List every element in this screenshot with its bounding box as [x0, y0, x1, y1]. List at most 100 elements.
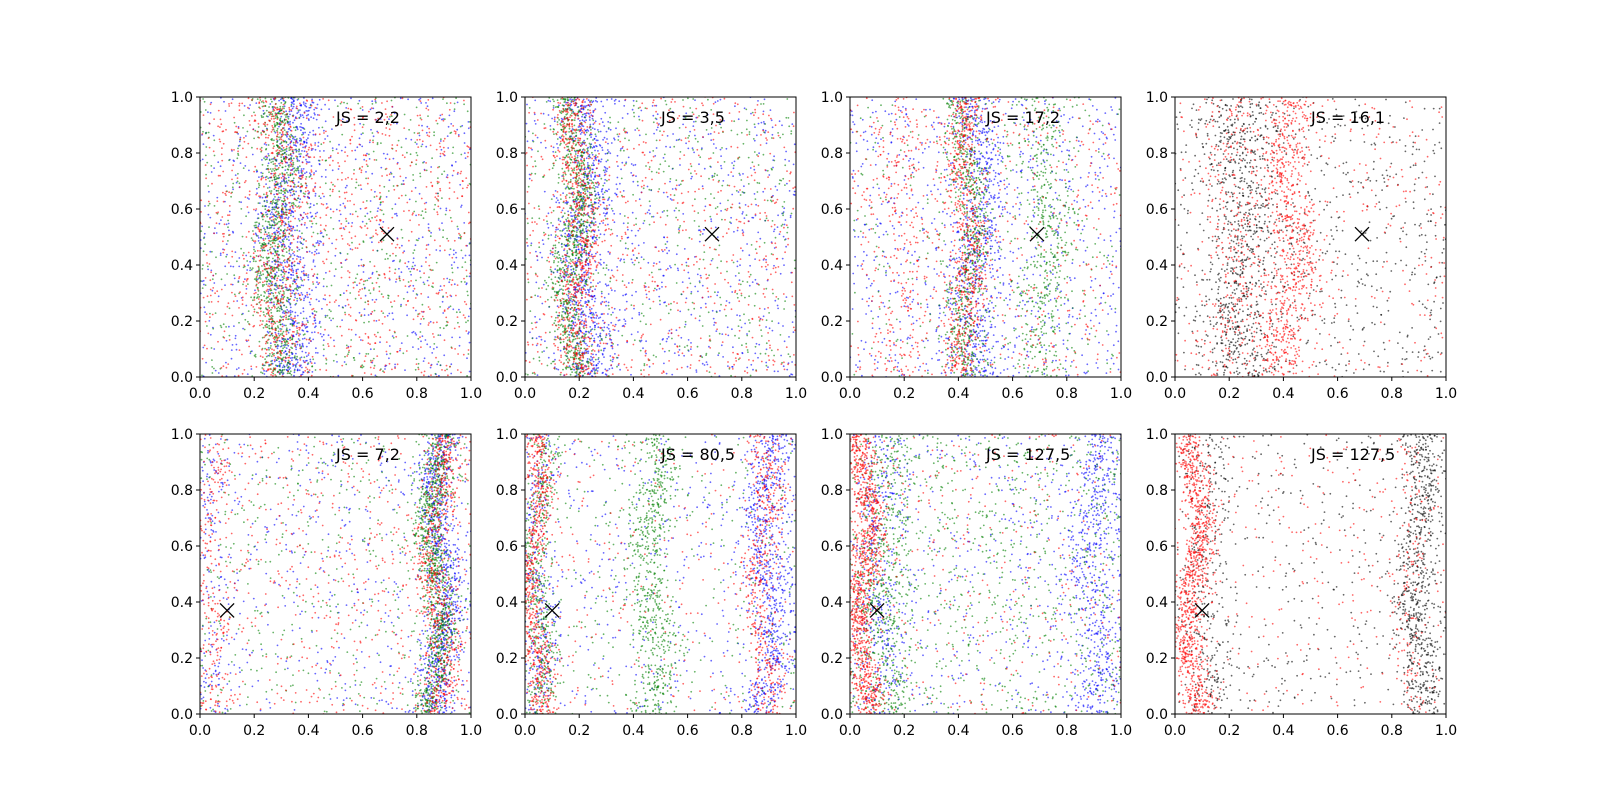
scatter-point: [358, 243, 361, 246]
scatter-point: [274, 273, 276, 275]
scatter-point: [271, 348, 273, 351]
scatter-point: [445, 364, 448, 367]
scatter-point: [693, 151, 695, 154]
scatter-point: [224, 265, 227, 268]
scatter-point: [376, 249, 379, 252]
scatter-point: [375, 219, 378, 222]
scatter-point: [424, 339, 427, 341]
scatter-point: [460, 153, 463, 156]
scatter-point: [366, 152, 368, 155]
scatter-point: [331, 128, 333, 131]
scatter-point: [429, 366, 432, 369]
scatter-point: [361, 366, 364, 369]
scatter-point: [300, 153, 302, 155]
scatter-point: [375, 298, 378, 301]
scatter-point: [624, 323, 627, 325]
scatter-point: [372, 249, 374, 252]
scatter-point: [544, 340, 546, 343]
scatter-point: [308, 352, 310, 354]
scatter-point: [214, 292, 217, 295]
scatter-point: [388, 266, 391, 269]
scatter-point: [295, 357, 298, 360]
scatter-point: [457, 134, 460, 136]
scatter-point: [240, 201, 243, 204]
scatter-point: [303, 297, 306, 300]
scatter-point: [265, 302, 267, 304]
scatter-point: [298, 248, 301, 251]
scatter-point: [392, 318, 395, 321]
scatter-point: [222, 130, 225, 133]
scatter-point: [270, 138, 272, 141]
scatter-point: [273, 336, 276, 339]
scatter-point: [223, 336, 226, 339]
scatter-point: [282, 310, 285, 312]
scatter-point: [230, 283, 233, 286]
scatter-point: [308, 192, 310, 195]
scatter-point: [793, 190, 796, 193]
scatter-point: [290, 214, 292, 217]
scatter-point: [249, 260, 252, 263]
scatter-point: [601, 189, 603, 191]
scatter-point: [278, 152, 280, 155]
scatter-point: [297, 109, 300, 112]
scatter-point: [282, 347, 284, 350]
scatter-point: [291, 159, 294, 162]
scatter-point: [272, 374, 274, 377]
scatter-point: [285, 113, 288, 116]
scatter-point: [665, 340, 668, 343]
scatter-point: [280, 150, 282, 153]
scatter-point: [260, 231, 262, 234]
scatter-point: [302, 272, 305, 275]
scatter-point: [276, 371, 279, 374]
scatter-point: [304, 351, 307, 354]
scatter-point: [345, 363, 348, 366]
scatter-point: [274, 113, 277, 116]
scatter-point: [245, 292, 248, 295]
scatter-point: [412, 284, 415, 287]
scatter-point: [272, 174, 275, 177]
scatter-point: [301, 114, 304, 117]
scatter-point: [603, 233, 606, 236]
scatter-point: [465, 321, 467, 324]
scatter-point: [357, 184, 360, 187]
scatter-point: [440, 138, 442, 141]
scatter-point: [233, 274, 236, 277]
scatter-point: [310, 220, 313, 223]
scatter-point: [289, 172, 292, 175]
scatter-point: [765, 326, 767, 328]
scatter-point: [357, 264, 360, 267]
scatter-point: [267, 209, 270, 212]
scatter-point: [407, 98, 409, 101]
scatter-point: [428, 135, 431, 138]
scatter-point: [250, 268, 253, 271]
scatter-point: [310, 170, 313, 173]
scatter-point: [264, 243, 267, 245]
scatter-point: [245, 279, 248, 282]
scatter-point: [268, 186, 271, 189]
scatter-point: [392, 176, 395, 178]
scatter-point: [466, 290, 469, 293]
scatter-point: [323, 195, 325, 198]
scatter-point: [467, 151, 470, 154]
scatter-point: [238, 201, 241, 203]
scatter-point: [365, 234, 368, 236]
scatter-point: [247, 320, 249, 323]
scatter-point: [261, 172, 264, 175]
scatter-point: [451, 336, 453, 339]
scatter-point: [254, 289, 256, 292]
scatter-point: [264, 231, 267, 233]
scatter-point: [652, 114, 655, 117]
scatter-point: [295, 348, 297, 351]
scatter-point: [421, 124, 423, 127]
scatter-point: [365, 200, 368, 202]
scatter-point: [208, 122, 211, 125]
scatter-point: [289, 302, 292, 305]
scatter-point: [269, 368, 271, 370]
scatter-point: [385, 353, 388, 356]
scatter-point: [394, 213, 396, 215]
scatter-point: [278, 258, 281, 260]
scatter-point: [268, 248, 271, 251]
scatter-point: [380, 166, 383, 169]
scatter-point: [270, 113, 272, 116]
scatter-point: [274, 261, 277, 263]
